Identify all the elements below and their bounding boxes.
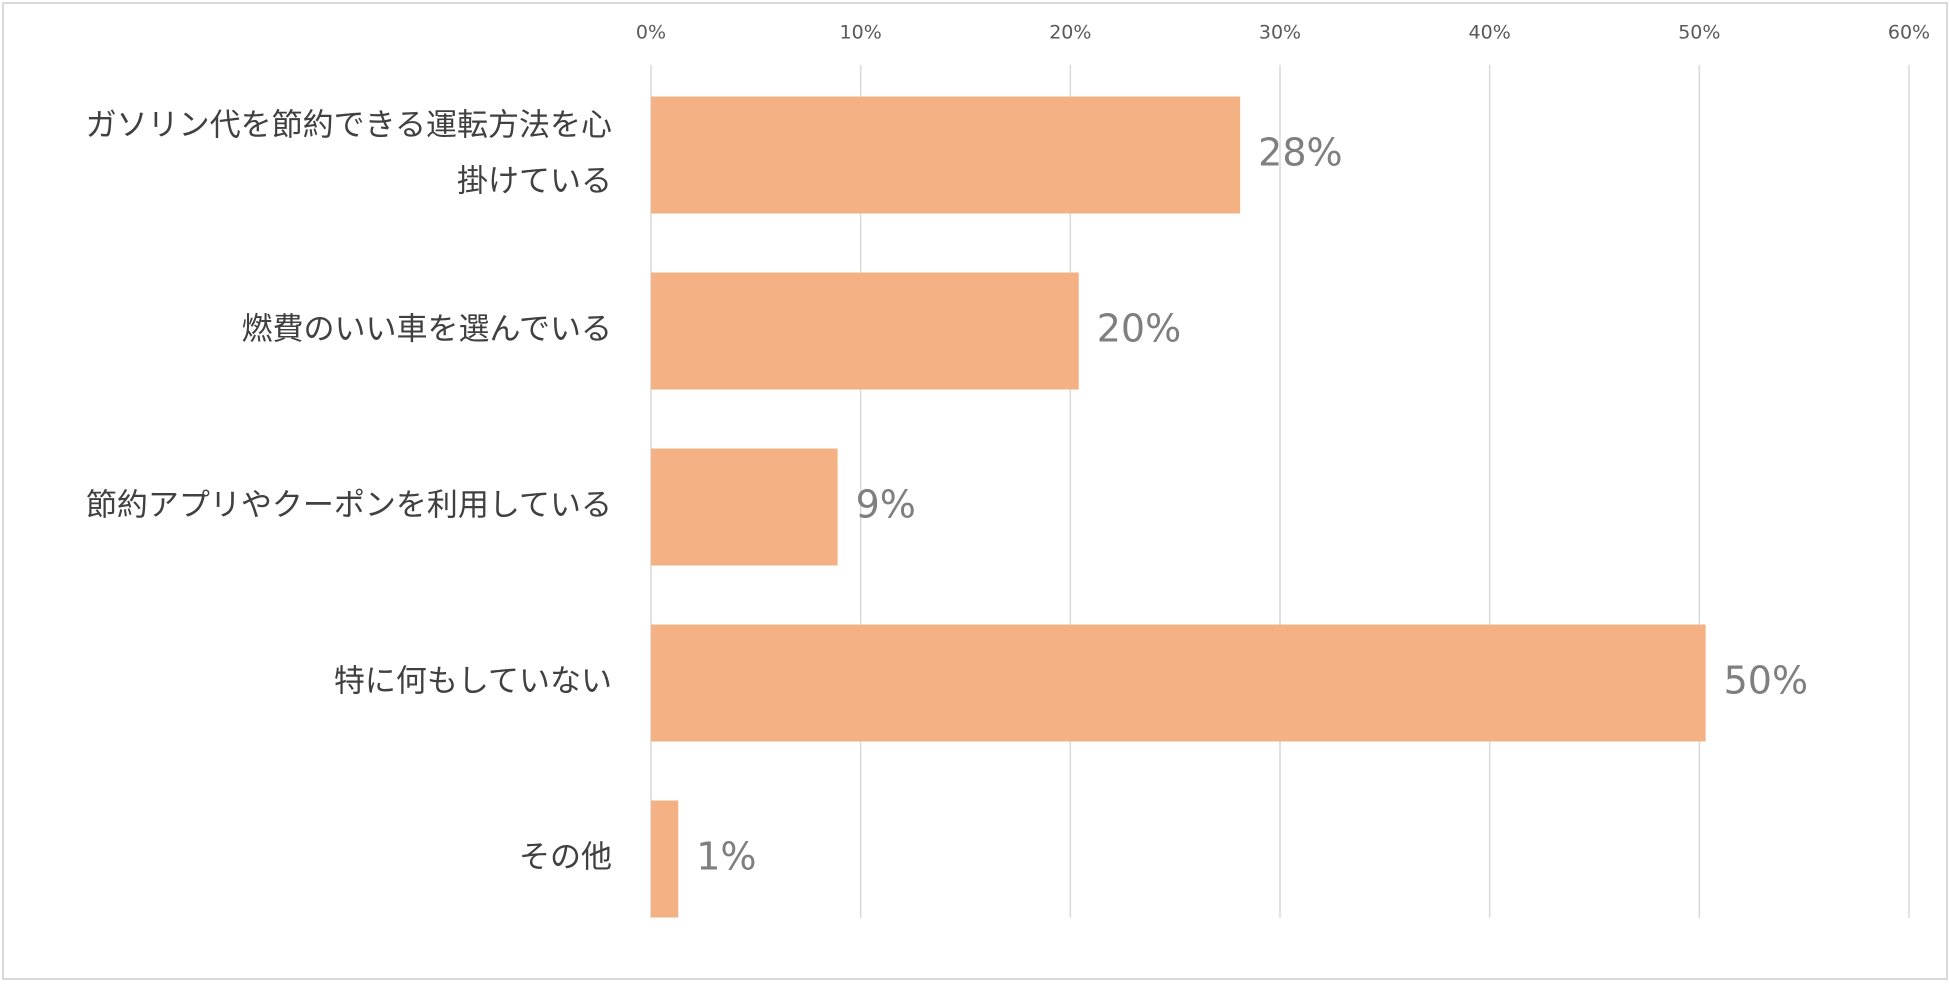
bar [651,96,1241,214]
category-label-line: 掛けている [457,164,612,200]
data-label: 50% [1724,659,1808,703]
category-label-line: 燃費のいい車を選んでいる [242,312,612,348]
data-label: 9% [856,483,916,527]
data-label: 28% [1258,131,1342,175]
category-label: ガソリン代を節約できる運転方法を心掛けている [86,108,612,200]
x-tick-label: 40% [1469,22,1511,44]
category-label-line: 特に何もしていない [334,664,612,700]
category-labels: ガソリン代を節約できる運転方法を心掛けている燃費のいい車を選んでいる節約アプリや… [86,108,612,876]
bars [651,96,1706,918]
bar [651,272,1079,390]
x-tick-label: 60% [1888,22,1930,44]
category-label: その他 [519,840,612,876]
x-tick-label: 0% [636,22,666,44]
bar [651,800,679,918]
data-label: 20% [1097,307,1181,351]
category-label-line: 節約アプリやクーポンを利用している [86,488,612,524]
category-label-line: ガソリン代を節約できる運転方法を心 [86,108,612,144]
data-labels: 28% 20% 9% 50% 1% [696,131,1808,879]
x-tick-label: 30% [1259,22,1301,44]
category-label-line: その他 [519,840,612,876]
x-tick-label: 10% [840,22,882,44]
x-tick-label: 50% [1678,22,1720,44]
x-axis-ticks: 0% 10% 20% 30% 40% 50% 60% [636,22,1930,44]
category-label: 燃費のいい車を選んでいる [242,312,612,348]
category-label: 特に何もしていない [334,664,612,700]
data-label: 1% [696,835,756,879]
bar [651,448,838,566]
x-tick-label: 20% [1049,22,1091,44]
bar [651,624,1706,742]
category-label: 節約アプリやクーポンを利用している [86,488,612,524]
